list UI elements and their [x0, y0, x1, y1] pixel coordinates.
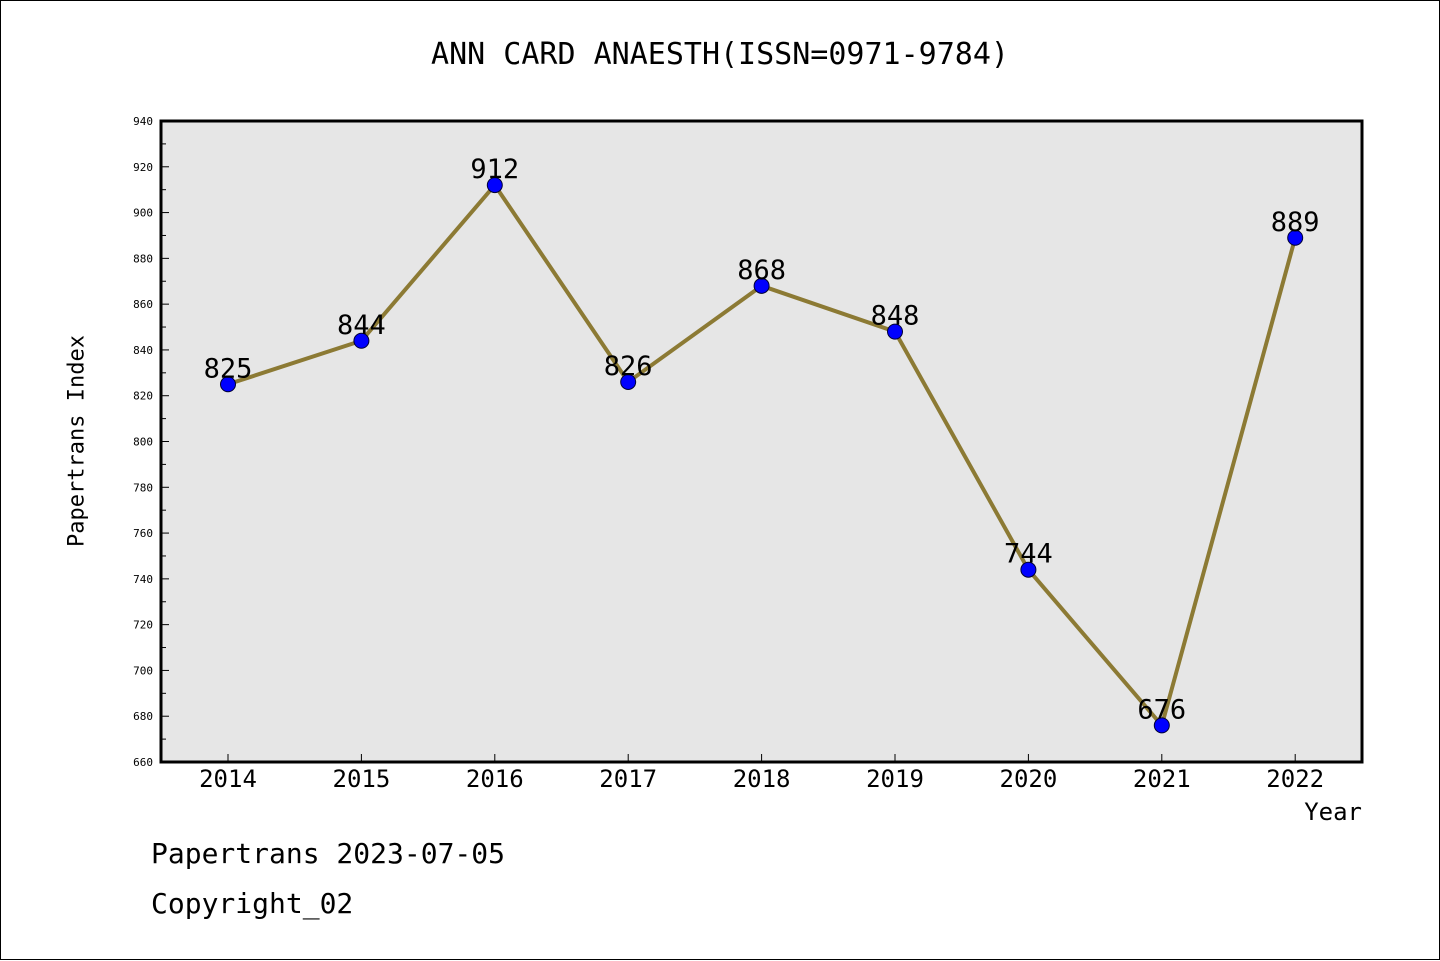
y-tick-label: 920	[133, 161, 153, 174]
x-tick-label: 2016	[466, 765, 524, 793]
x-tick-label: 2014	[199, 765, 257, 793]
plot-area	[161, 121, 1362, 762]
x-tick-label: 2021	[1133, 765, 1191, 793]
data-point	[1020, 561, 1037, 578]
y-tick-label: 680	[133, 710, 153, 723]
y-tick-label: 880	[133, 252, 153, 265]
y-tick-label: 800	[133, 436, 153, 449]
y-tick-label: 660	[133, 756, 153, 769]
x-tick-label: 2018	[733, 765, 791, 793]
y-tick-label: 720	[133, 619, 153, 632]
data-point	[620, 373, 637, 390]
data-label: 889	[1271, 207, 1320, 238]
data-label: 676	[1137, 694, 1186, 725]
footer-copyright: Copyright_02	[151, 887, 354, 920]
data-label: 744	[1004, 539, 1053, 570]
y-tick-label: 780	[133, 481, 153, 494]
data-point	[1287, 229, 1304, 246]
data-label: 868	[737, 255, 786, 286]
y-tick-label: 860	[133, 298, 153, 311]
data-label: 826	[604, 351, 653, 382]
data-point	[486, 177, 503, 194]
y-tick-label: 700	[133, 664, 153, 677]
data-label: 912	[470, 154, 519, 185]
plot-frame	[159, 119, 1364, 764]
data-point	[353, 332, 370, 349]
y-tick-label: 940	[133, 115, 153, 128]
x-tick-label: 2015	[333, 765, 391, 793]
y-tick-label: 900	[133, 207, 153, 220]
x-tick-label: 2019	[866, 765, 924, 793]
data-point	[1153, 717, 1170, 734]
data-label: 825	[204, 353, 253, 384]
x-tick-label: 2017	[599, 765, 657, 793]
x-axis-label: Year	[1304, 798, 1362, 826]
footer-date: Papertrans 2023-07-05	[151, 837, 506, 870]
data-point	[220, 376, 236, 393]
data-point	[887, 323, 903, 340]
y-tick-label: 840	[133, 344, 153, 357]
y-tick-label: 760	[133, 527, 153, 540]
y-axis-label: Papertrans Index	[64, 335, 90, 547]
x-tick-label: 2022	[1266, 765, 1324, 793]
data-point	[753, 277, 770, 294]
y-tick-label: 820	[133, 390, 153, 403]
data-label: 844	[337, 310, 386, 341]
data-label: 848	[871, 301, 920, 332]
x-tick-label: 2020	[1000, 765, 1058, 793]
chart-title: ANN CARD ANAESTH(ISSN=0971-9784)	[431, 37, 1009, 72]
y-tick-label: 740	[133, 573, 153, 586]
